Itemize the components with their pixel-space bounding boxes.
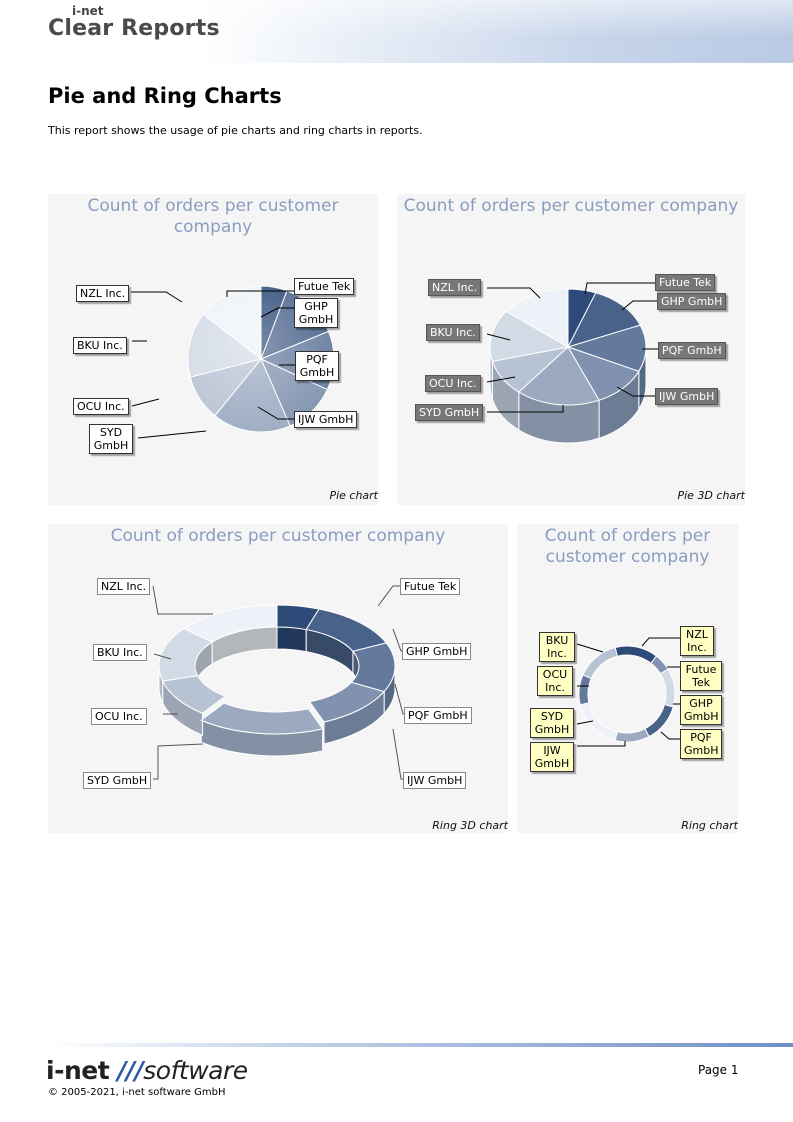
pie-label-syd: SYD GmbH	[89, 424, 133, 454]
ring-chart-title: Count of orders per customer company	[544, 526, 711, 567]
logo-subtitle: i-net	[72, 4, 104, 18]
pie3d-slice-ghp-gmbh	[567, 292, 641, 348]
footer-divider	[48, 1043, 793, 1047]
pie-3d-chart-caption: Pie 3D chart	[677, 489, 745, 502]
pie-label-ghp: GHP GmbH	[294, 298, 338, 328]
page-title: Pie and Ring Charts	[48, 84, 282, 108]
ring-label-syd: SYD GmbH	[530, 708, 574, 738]
ring-slice-ocu-inc	[578, 674, 592, 706]
pie-label-ijw: IJW GmbH	[294, 411, 358, 428]
ring-chart-caption: Ring chart	[681, 819, 738, 832]
pie-label-nzl: NZL Inc.	[76, 285, 130, 302]
ring-slice-ghp-gmbh	[659, 668, 676, 708]
ring3d-label-bku: BKU Inc.	[93, 644, 147, 661]
ring3d-label-pqf: PQF GmbH	[404, 707, 472, 724]
ring-slice-nzl-inc	[614, 645, 658, 664]
ring-label-nzl: NZL Inc.	[680, 626, 714, 656]
pie3d-label-nzl: NZL Inc.	[428, 279, 482, 296]
pie-3d-chart-title: Count of orders per customer company	[403, 196, 739, 216]
ring3d-label-ghp: GHP GmbH	[402, 643, 472, 660]
ring-label-pqf: PQF GmbH	[680, 729, 722, 759]
pie3d-label-syd: SYD GmbH	[415, 404, 484, 421]
pie-label-ocu: OCU Inc.	[73, 398, 129, 415]
ring-slice-ijw-gmbh	[614, 727, 650, 743]
ring3d-slice-nzl-inc	[182, 604, 278, 643]
footer-logo-inet: i-net	[46, 1056, 118, 1085]
ring-3d-chart-svg	[152, 585, 405, 780]
pie3d-slice-syd-gmbh	[517, 346, 600, 406]
ring-label-ocu: OCU Inc.	[537, 666, 573, 696]
ring3d-slice-ijw-gmbh	[308, 681, 386, 723]
ring-3d-chart-caption: Ring 3D chart	[432, 819, 508, 832]
pie-label-futue: Futue Tek	[294, 278, 355, 295]
pie3d-label-pqf: PQF GmbH	[658, 342, 726, 359]
footer-logo-slash: ///	[117, 1056, 144, 1085]
logo-title: Clear Reports	[48, 16, 220, 41]
footer-logo-software: software	[143, 1056, 248, 1085]
pie-chart-panel: Count of orders per customer company Fut…	[48, 194, 378, 505]
pie3d-slice-pqf-gmbh	[566, 324, 647, 372]
pie3d-slice-nzl-inc	[505, 288, 569, 348]
ring3d-label-ijw: IJW GmbH	[403, 772, 467, 789]
ring3d-label-futue: Futue Tek	[400, 578, 461, 595]
pie-label-pqf: PQF GmbH	[295, 351, 339, 381]
ring-3d-chart-panel: Count of orders per customer company Fut…	[48, 524, 508, 833]
pie3d-label-ocu: OCU Inc.	[425, 375, 481, 392]
ring-slice-syd-gmbh	[579, 702, 618, 742]
pie-3d-chart-svg	[486, 282, 659, 444]
ring3d-label-ocu: OCU Inc.	[91, 708, 147, 725]
ring-label-futue: Futue Tek	[680, 661, 722, 691]
ring-label-ghp: GHP GmbH	[680, 695, 722, 725]
pie-label-bku: BKU Inc.	[73, 337, 127, 354]
pie3d-label-bku: BKU Inc.	[426, 324, 480, 341]
ring-label-ijw: IJW GmbH	[530, 742, 574, 772]
ring3d-inner-wall-futue-tek-0	[276, 626, 307, 653]
pie-3d-chart-panel: Count of orders per customer company Fut…	[397, 194, 745, 505]
copyright: © 2005-2021, i-net software GmbH	[48, 1087, 226, 1098]
pie3d-label-ghp: GHP GmbH	[657, 293, 727, 310]
ring-chart-svg	[576, 637, 680, 747]
pie3d-label-ijw: IJW GmbH	[655, 388, 719, 405]
ring-3d-chart-title: Count of orders per customer company	[110, 526, 446, 546]
header-banner	[0, 0, 793, 63]
footer-logo: i-net ///software	[46, 1056, 248, 1085]
pie3d-label-futue: Futue Tek	[655, 274, 716, 291]
pie-chart-caption: Pie chart	[329, 489, 378, 502]
ring-label-bku: BKU Inc.	[539, 632, 575, 662]
page-number: Page 1	[698, 1063, 739, 1077]
ring-slice-bku-inc	[582, 646, 618, 680]
ring3d-label-syd: SYD GmbH	[83, 772, 152, 789]
ring3d-label-nzl: NZL Inc.	[97, 578, 151, 595]
pie-chart-title: Count of orders per customer company	[87, 196, 339, 237]
ring-slice-pqf-gmbh	[644, 703, 674, 738]
ring-chart-panel: Count of orders per customer company NZL…	[517, 524, 738, 833]
page-description: This report shows the usage of pie chart…	[48, 124, 423, 137]
ring3d-slice-syd-gmbh	[200, 702, 324, 735]
